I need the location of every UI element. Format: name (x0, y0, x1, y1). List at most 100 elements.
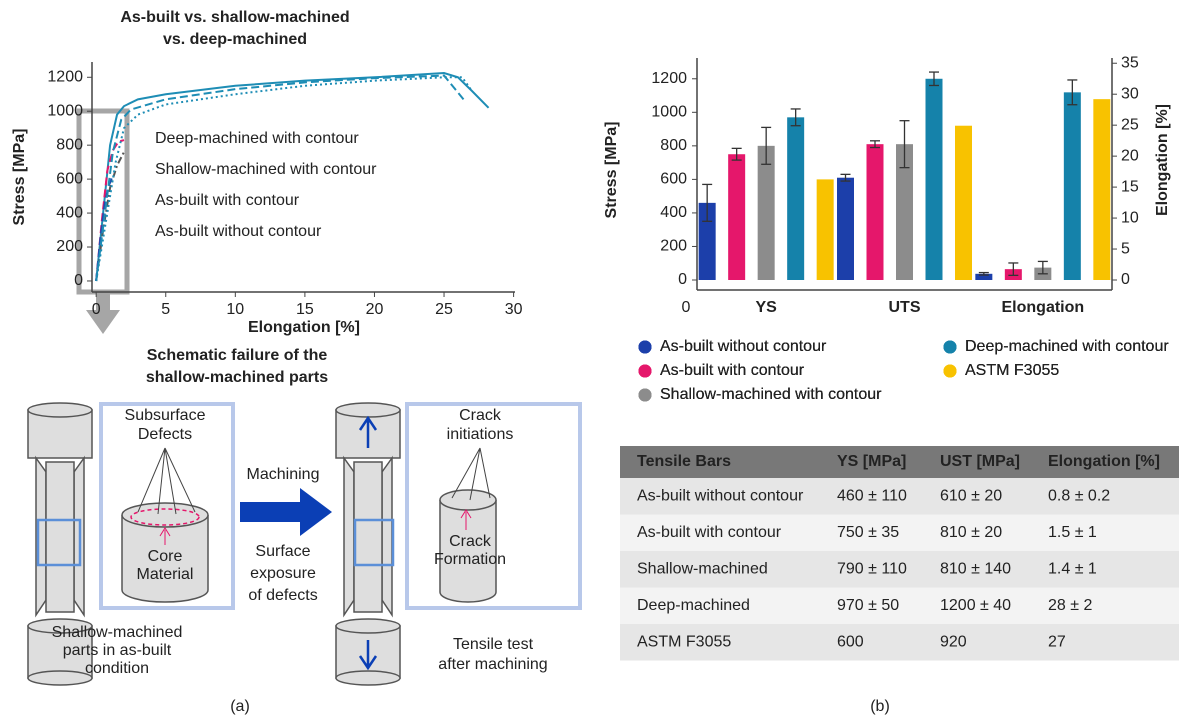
bar (955, 126, 972, 280)
y-tick-label: 800 (56, 136, 83, 153)
specimen-grip-bottom (28, 671, 92, 685)
table-cell: 970 ± 50 (837, 597, 899, 614)
y-tick-label: 1200 (651, 70, 687, 87)
table-cell: 610 ± 20 (940, 487, 1002, 504)
y-tick-label: 1000 (47, 102, 83, 119)
legend-label: Deep-machined with contour (155, 130, 359, 147)
curve (96, 77, 472, 281)
y-tick-label: 0 (74, 272, 83, 289)
y-tick-label: 200 (56, 238, 83, 255)
y2-tick-label: 25 (1121, 116, 1139, 133)
legend-marker (639, 341, 652, 354)
annotation: initiations (447, 426, 514, 443)
specimen-grip-top (336, 403, 400, 417)
specimen-taper (344, 458, 354, 615)
legend-label: As-built without contour (155, 223, 322, 240)
table-cell: ASTM F3055 (637, 633, 731, 650)
table-cell: Shallow-machined (637, 560, 768, 577)
x-tick-label: 30 (505, 301, 523, 318)
table-cell: Deep-machined (637, 597, 750, 614)
legend-label: As-built with contour (660, 362, 805, 379)
table-cell: 1.4 ± 1 (1048, 560, 1097, 577)
table-cell: As-built without contour (637, 487, 804, 504)
x-tick-label: 5 (161, 301, 170, 318)
bar (1093, 99, 1110, 280)
y2-tick-label: 10 (1121, 209, 1139, 226)
annotation: Core (148, 548, 183, 565)
legend-label: As-built without contour (660, 338, 827, 355)
annotation: Formation (434, 551, 506, 568)
legend-marker (639, 365, 652, 378)
table-cell: 28 ± 2 (1048, 597, 1092, 614)
cylinder-top (122, 503, 208, 527)
specimen-neck (354, 462, 382, 612)
annotation: Crack (459, 407, 502, 424)
chart-title: vs. deep-machined (163, 31, 307, 48)
chart-title: As-built vs. shallow-machined (120, 9, 349, 26)
bar (758, 146, 775, 280)
bar (837, 178, 854, 280)
panel-label: (a) (230, 698, 250, 715)
caption: Tensile test (453, 636, 534, 653)
y-tick-label: 800 (660, 137, 687, 154)
x-tick-label: 25 (435, 301, 453, 318)
y2-tick-label: 5 (1121, 240, 1130, 257)
table-cell: 810 ± 140 (940, 560, 1011, 577)
figure: As-built vs. shallow-machined vs. deep-ma… (0, 0, 1179, 720)
table-cell: 1.5 ± 1 (1048, 524, 1097, 541)
table-header: UST [MPa] (940, 453, 1020, 470)
specimen-taper (382, 458, 392, 615)
bar (817, 179, 834, 280)
table-cell: 810 ± 20 (940, 524, 1002, 541)
legend-label: Deep-machined with contour (965, 338, 1169, 355)
y2-tick-label: 15 (1121, 178, 1139, 195)
table-cell: 790 ± 110 (837, 560, 907, 577)
category-label: Elongation (1002, 299, 1085, 316)
legend-marker (944, 341, 957, 354)
annotation: Machining (247, 466, 320, 483)
specimen-grip-top (28, 403, 92, 417)
table-cell: 460 ± 110 (837, 487, 907, 504)
curve (96, 76, 465, 281)
y2-axis-label: Elongation [%] (1154, 104, 1171, 216)
caption: condition (85, 660, 149, 677)
table-cell: 750 ± 35 (837, 524, 899, 541)
table-header: Elongation [%] (1048, 453, 1160, 470)
category-label: UTS (889, 299, 921, 316)
caption: Shallow-machined (52, 624, 183, 641)
annotation: Surface (255, 543, 310, 560)
table-cell: 600 (837, 633, 864, 650)
table-header: Tensile Bars (637, 453, 731, 470)
y-tick-label: 600 (56, 170, 83, 187)
annotation: Material (137, 566, 194, 583)
table-cell: 27 (1048, 633, 1066, 650)
x-tick-label: 10 (226, 301, 244, 318)
y2-tick-label: 0 (1121, 271, 1130, 288)
y-tick-label: 200 (660, 238, 687, 255)
specimen-neck (46, 462, 74, 612)
bar (1064, 92, 1081, 280)
y-tick-label: 0 (678, 271, 687, 288)
y-tick-label: 1200 (47, 68, 83, 85)
schematic-title: Schematic failure of the (147, 347, 328, 364)
y-axis-label: Stress [MPa] (603, 122, 620, 219)
legend-marker (639, 389, 652, 402)
x-tick-label: 15 (296, 301, 314, 318)
origin-label: 0 (682, 299, 691, 316)
annotation: exposure (250, 565, 316, 582)
x-axis-label: Elongation [%] (248, 319, 360, 336)
annotation: Subsurface (125, 407, 206, 424)
bar (787, 117, 804, 280)
specimen-grip-bottom (336, 671, 400, 685)
table-cell: 0.8 ± 0.2 (1048, 487, 1110, 504)
annotation: Crack (449, 533, 492, 550)
x-tick-label: 20 (366, 301, 384, 318)
y-tick-label: 1000 (651, 104, 687, 121)
process-arrow (240, 488, 332, 536)
schematic-title: shallow-machined parts (146, 369, 328, 386)
bar (867, 144, 884, 280)
panel-label: (b) (870, 698, 890, 715)
bar (926, 79, 943, 280)
legend-label: ASTM F3055 (965, 362, 1059, 379)
table-cell: As-built with contour (637, 524, 782, 541)
